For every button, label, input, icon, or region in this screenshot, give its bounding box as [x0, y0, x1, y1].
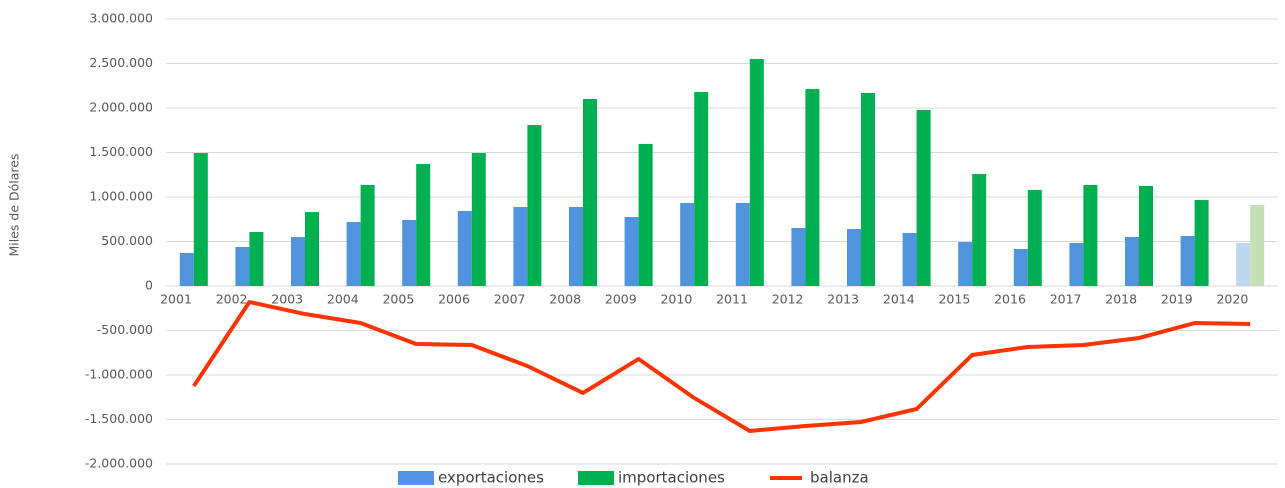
- y-axis-label: Miles de Dólares: [7, 154, 22, 257]
- bar: [193, 153, 208, 286]
- bar: [513, 206, 528, 286]
- bar: [1013, 248, 1028, 286]
- bar: [402, 219, 417, 286]
- bar: [1194, 200, 1209, 286]
- x-tick-label: 2013: [827, 292, 859, 307]
- bar: [694, 91, 709, 286]
- y-tick-label: 2.500.000: [89, 55, 153, 70]
- y-tick-label: 500.000: [101, 233, 153, 248]
- bar: [916, 109, 931, 286]
- bar: [1069, 243, 1084, 286]
- bar: [1125, 236, 1139, 286]
- x-tick-label: 2003: [271, 292, 303, 307]
- legend-swatch: [398, 471, 434, 485]
- x-tick-label: 2007: [494, 292, 526, 307]
- bar: [569, 206, 583, 286]
- x-tick-label: 2009: [605, 292, 637, 307]
- x-tick-label: 2019: [1161, 292, 1193, 307]
- y-tick-label: 1.000.000: [89, 189, 153, 204]
- x-tick-label: 2014: [883, 292, 915, 307]
- bar: [1250, 205, 1265, 286]
- bar: [235, 247, 250, 286]
- x-tick-label: 2004: [327, 292, 359, 307]
- bar: [179, 252, 194, 286]
- bar: [416, 163, 431, 286]
- y-tick-label: 2.000.000: [89, 100, 153, 115]
- bar: [972, 174, 987, 286]
- x-tick-label: 2020: [1216, 292, 1248, 307]
- x-tick-label: 2016: [994, 292, 1026, 307]
- y-tick-label: -500.000: [97, 322, 153, 337]
- bar: [624, 217, 639, 286]
- bar: [791, 227, 806, 286]
- bar: [457, 210, 472, 286]
- bar: [958, 242, 973, 286]
- legend-label: importaciones: [618, 469, 725, 487]
- bar: [847, 229, 861, 286]
- bar: [291, 237, 305, 286]
- y-tick-label: -2.000.000: [85, 456, 153, 471]
- bar: [583, 99, 597, 286]
- bar: [249, 231, 264, 286]
- bar: [902, 232, 917, 286]
- x-tick-label: 2015: [938, 292, 970, 307]
- y-tick-label: 0: [145, 278, 153, 293]
- bar: [305, 212, 319, 286]
- bar: [1083, 184, 1098, 286]
- bar: [471, 153, 486, 286]
- y-tick-label: 1.500.000: [89, 144, 153, 159]
- x-tick-label: 2017: [1050, 292, 1082, 307]
- y-tick-label: -1.500.000: [85, 411, 153, 426]
- bar: [735, 202, 750, 286]
- legend-label: balanza: [810, 469, 869, 487]
- x-tick-label: 2001: [160, 292, 192, 307]
- y-tick-label: -1.000.000: [85, 367, 153, 382]
- x-tick-label: 2006: [438, 292, 470, 307]
- bar: [680, 202, 695, 286]
- bar: [861, 92, 875, 286]
- x-tick-label: 2008: [549, 292, 581, 307]
- legend-label: exportaciones: [438, 469, 544, 487]
- line-series: [192, 300, 1251, 433]
- bar: [1236, 243, 1251, 286]
- bar: [1027, 189, 1042, 286]
- x-tick-label: 2012: [772, 292, 804, 307]
- bar: [527, 124, 542, 287]
- bar: [638, 143, 653, 286]
- bar: [805, 89, 820, 286]
- legend-swatch: [578, 471, 614, 485]
- bar: [360, 184, 375, 286]
- x-tick-label: 2010: [660, 292, 692, 307]
- bar: [1139, 185, 1153, 286]
- bar: [1180, 235, 1195, 286]
- x-tick-label: 2005: [382, 292, 414, 307]
- x-tick-label: 2011: [716, 292, 748, 307]
- bar: [749, 58, 764, 286]
- bar: [346, 222, 361, 286]
- x-tick-label: 2018: [1105, 292, 1137, 307]
- y-tick-label: 3.000.000: [89, 11, 153, 26]
- x-tick-label: 2002: [216, 292, 248, 307]
